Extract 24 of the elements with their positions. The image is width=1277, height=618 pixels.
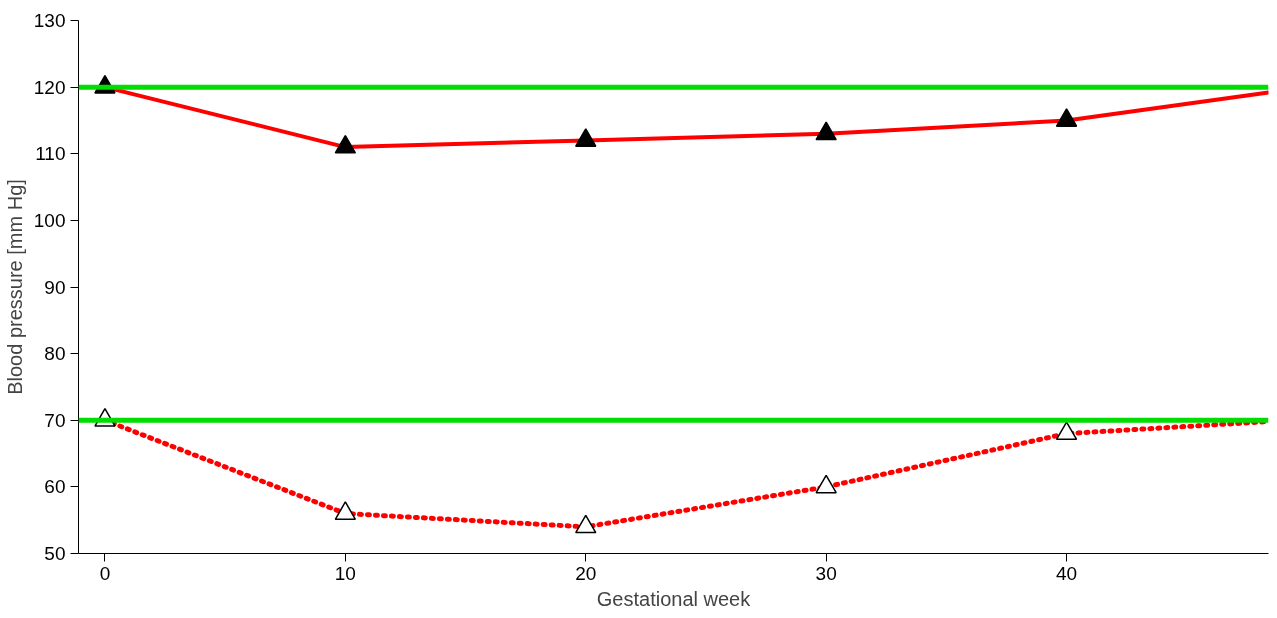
point	[575, 514, 597, 534]
point	[334, 501, 357, 521]
y-tick-label: 60	[44, 476, 66, 498]
x-tick-label: 40	[1055, 562, 1078, 584]
y-tick-label: 100	[33, 209, 66, 231]
y-tick-label: 50	[44, 543, 66, 564]
point	[1055, 421, 1078, 441]
point	[334, 134, 357, 154]
x-tick-label: 0	[99, 562, 111, 584]
y-tick-label: 110	[35, 143, 66, 165]
x-tick-label: 20	[575, 562, 597, 584]
point	[575, 128, 597, 147]
point	[1055, 108, 1078, 127]
y-tick-label: 130	[33, 10, 66, 31]
y-tick-label: 90	[44, 276, 66, 298]
y-tick-label: 120	[33, 76, 66, 98]
y-tick-label: 80	[44, 343, 66, 365]
point	[815, 474, 837, 494]
point	[815, 121, 837, 141]
x-tick-label: 30	[815, 562, 837, 584]
y-tick-label: 70	[44, 409, 66, 431]
x-tick-label: 10	[334, 562, 356, 584]
x-axis-title: Gestational week	[596, 587, 752, 610]
y-axis-title: Blood pressure [mm Hg]	[3, 179, 26, 395]
